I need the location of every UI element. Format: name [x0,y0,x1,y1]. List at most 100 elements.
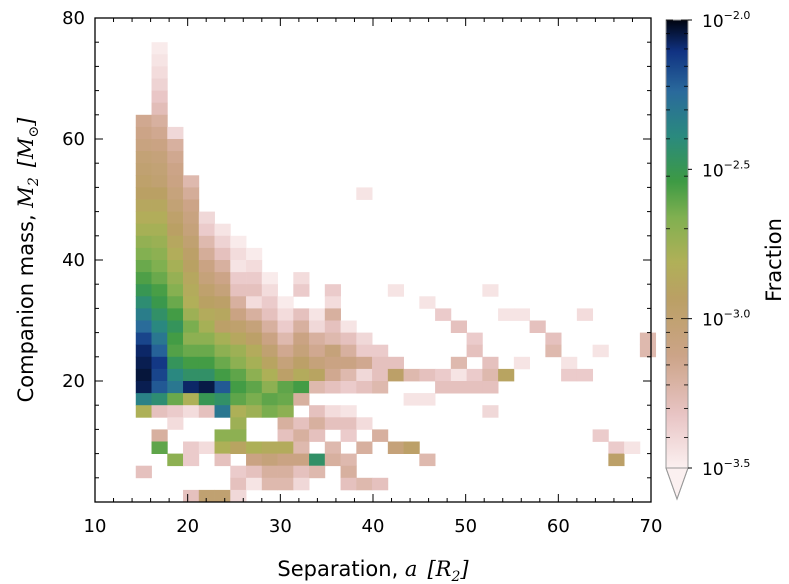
heatmap-cell [135,175,152,188]
heatmap-cell [183,223,200,237]
heatmap-cell [151,66,168,79]
heatmap-cell [324,453,341,467]
heatmap-cell [419,368,436,382]
heatmap-cell [482,368,499,382]
heatmap-cell [230,332,247,346]
heatmap-cell [135,151,152,164]
colorbar-tick-exponent: −2.0 [724,9,751,22]
colorbar-tick-exponent: −2.5 [724,158,751,171]
heatmap-cell [293,320,310,333]
heatmap-cell [356,332,373,346]
heatmap-cell [309,453,326,467]
heatmap-cells [135,42,657,503]
heatmap-cell [151,187,168,200]
heatmap-cell [214,308,231,321]
x-axis-label-unit-close: ] [459,557,469,581]
heatmap-cell [277,320,294,333]
heatmap-cell [246,477,263,491]
heatmap-cell [183,344,200,358]
heatmap-cell [309,381,326,394]
heatmap-cell [340,417,357,430]
x-tick-label: 40 [362,516,385,537]
heatmap-cell [214,247,231,261]
heatmap-cell [324,405,341,418]
x-axis-label-unit-sub: 2 [450,569,460,584]
heatmap-cell [246,320,263,333]
heatmap-cell [198,260,215,273]
heatmap-cell [356,441,373,454]
heatmap-cell [450,356,467,370]
heatmap-cell [183,405,200,418]
heatmap-cell [183,284,200,297]
heatmap-cell [151,151,168,164]
colorbar-tick-label: 10−2.5 [702,158,750,181]
heatmap-cell [372,477,389,491]
heatmap-cell [261,405,278,418]
heatmap-cell [151,139,168,152]
heatmap-cell [167,368,184,382]
colorbar-ticks: 10−3.510−3.010−2.510−2.0 [688,9,750,480]
heatmap-cell [340,477,357,491]
heatmap-cell [277,332,294,346]
heatmap-cell [230,465,247,479]
heatmap-cell [151,296,168,309]
heatmap-cell [246,332,263,346]
heatmap-cell [545,332,562,346]
colorbar-tick-label: 10−3.0 [702,308,750,331]
heatmap-cell [135,163,152,176]
heatmap-cell [135,199,152,212]
heatmap-cell [293,417,310,430]
heatmap-cell [151,429,168,442]
heatmap-cell [151,344,168,358]
heatmap-cell [151,42,168,55]
heatmap-cell [198,272,215,285]
heatmap-cell [135,247,152,261]
heatmap-cell [198,320,215,333]
heatmap-cell [135,308,152,321]
heatmap-cell [246,356,263,370]
heatmap-cell [309,429,326,442]
heatmap-cell [230,489,247,503]
heatmap-cell [230,393,247,406]
y-tick-label: 20 [62,371,85,392]
x-tick-label: 30 [269,516,292,537]
heatmap-cell [167,187,184,200]
x-tick-label: 10 [84,516,107,537]
heatmap-cell [293,272,310,285]
heatmap-cell [261,284,278,297]
heatmap-cell [214,405,231,418]
heatmap-cell [135,320,152,333]
heatmap-cell [183,393,200,406]
heatmap-cell [277,368,294,382]
heatmap-cell [183,235,200,249]
heatmap-cell [387,441,404,454]
heatmap-cell [183,441,200,454]
heatmap-cell [183,211,200,225]
heatmap-cell [513,308,530,321]
y-axis-label-unit-sub: ⊙ [26,126,42,138]
heatmap-cell [167,284,184,297]
heatmap-cell [230,417,247,430]
heatmap-cell [309,368,326,382]
heatmap-cell [277,308,294,321]
heatmap-cell [435,368,452,382]
heatmap-cell [372,356,389,370]
heatmap-cell [246,393,263,406]
heatmap-cell [293,308,310,321]
heatmap-cell [167,151,184,164]
heatmap-cell [167,381,184,394]
heatmap-cell [277,477,294,491]
heatmap-cell [167,247,184,261]
heatmap-cell [230,381,247,394]
heatmap-cell [450,368,467,382]
heatmap-cell [340,368,357,382]
heatmap-cell [151,284,168,297]
heatmap-cell [513,356,530,370]
heatmap-cell [324,332,341,346]
heatmap-cell [167,211,184,225]
heatmap-cell [151,102,168,116]
heatmap-cell [261,344,278,358]
heatmap-cell [167,163,184,176]
heatmap-cell [183,381,200,394]
heatmap-cell [214,368,231,382]
